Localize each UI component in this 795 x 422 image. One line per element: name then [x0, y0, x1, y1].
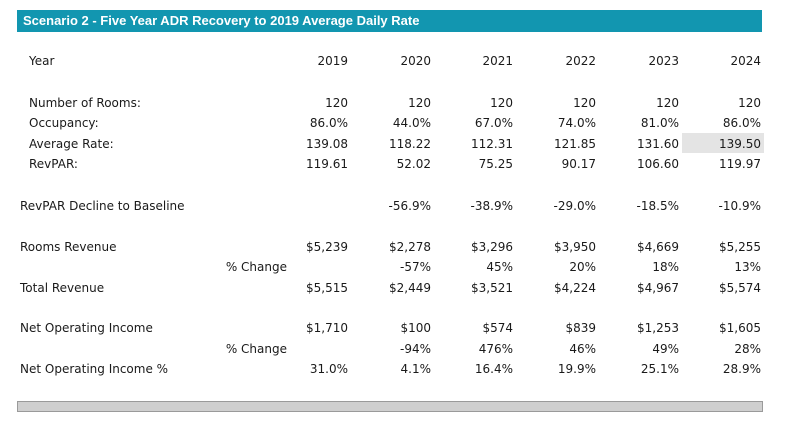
table-cell: 46%	[569, 342, 596, 356]
noi-change-label: % Change	[225, 342, 287, 356]
revpar-label: RevPAR:	[29, 157, 78, 171]
table-cell: 120	[490, 96, 513, 110]
table-cell: 67.0%	[474, 116, 513, 130]
table-cell: -57%	[399, 260, 431, 274]
table-cell: 86.0%	[722, 116, 761, 130]
rooms-label: Number of Rooms:	[29, 96, 141, 110]
table-cell-selected[interactable]: 139.50	[719, 137, 761, 151]
table-cell: $574	[482, 321, 513, 335]
table-cell: $5,255	[719, 240, 761, 254]
total-revenue-label: Total Revenue	[20, 281, 105, 295]
table-cell: $5,239	[306, 240, 348, 254]
year-header-2024: 2024	[730, 54, 761, 68]
table-cell: 81.0%	[640, 116, 679, 130]
table-cell: -94%	[399, 342, 431, 356]
rooms-revenue-change-label: % Change	[225, 260, 287, 274]
table-cell: $3,521	[471, 281, 513, 295]
table-cell: $1,605	[719, 321, 761, 335]
table-cell: 19.9%	[557, 362, 596, 376]
year-header-2023: 2023	[648, 54, 679, 68]
rooms-revenue-label: Rooms Revenue	[20, 240, 117, 254]
table-cell: 106.60	[637, 157, 679, 171]
table-cell: -38.9%	[470, 199, 513, 213]
table-cell: 120	[573, 96, 596, 110]
table-cell: 119.61	[306, 157, 348, 171]
table-cell: 112.31	[471, 137, 513, 151]
occupancy-label: Occupancy:	[29, 116, 99, 130]
year-header-2020: 2020	[400, 54, 431, 68]
table-cell: 90.17	[561, 157, 596, 171]
table-cell: 45%	[486, 260, 513, 274]
table-cell: 121.85	[554, 137, 596, 151]
table-cell: $1,253	[637, 321, 679, 335]
table-cell: 52.02	[396, 157, 431, 171]
noi-pct-label: Net Operating Income %	[20, 362, 169, 376]
noi-label: Net Operating Income	[20, 321, 153, 335]
table-cell: 28%	[734, 342, 761, 356]
table-cell: $5,574	[719, 281, 761, 295]
table-cell: 119.97	[719, 157, 761, 171]
table-cell: $2,278	[389, 240, 431, 254]
year-header-2021: 2021	[482, 54, 513, 68]
table-cell: $4,224	[554, 281, 596, 295]
table-cell: 120	[738, 96, 761, 110]
table-cell: 31.0%	[309, 362, 348, 376]
highlighted-cell-background	[682, 133, 764, 153]
table-cell: 120	[656, 96, 679, 110]
table-cell: $3,950	[554, 240, 596, 254]
table-cell: 44.0%	[392, 116, 431, 130]
revpar-decline-label: RevPAR Decline to Baseline	[20, 199, 185, 213]
table-cell: 49%	[652, 342, 679, 356]
table-cell: -29.0%	[553, 199, 596, 213]
year-header-2022: 2022	[565, 54, 596, 68]
year-header-2019: 2019	[317, 54, 348, 68]
table-cell: 75.25	[478, 157, 513, 171]
table-cell: 131.60	[637, 137, 679, 151]
table-cell: 18%	[652, 260, 679, 274]
table-cell: -10.9%	[718, 199, 761, 213]
table-cell: 139.08	[306, 137, 348, 151]
table-cell: $5,515	[306, 281, 348, 295]
table-cell: $3,296	[471, 240, 513, 254]
table-cell: 118.22	[389, 137, 431, 151]
table-cell: $839	[565, 321, 596, 335]
table-cell: 120	[325, 96, 348, 110]
table-cell: -18.5%	[636, 199, 679, 213]
table-cell: 16.4%	[474, 362, 513, 376]
table-cell: 13%	[734, 260, 761, 274]
table-cell: 20%	[569, 260, 596, 274]
table-cell: $1,710	[306, 321, 348, 335]
table-cell: $100	[400, 321, 431, 335]
table-cell: $2,449	[389, 281, 431, 295]
year-header-label: Year	[29, 54, 55, 68]
average-rate-label: Average Rate:	[29, 137, 114, 151]
horizontal-scrollbar[interactable]	[17, 401, 763, 412]
table-cell: -56.9%	[388, 199, 431, 213]
table-cell: $4,967	[637, 281, 679, 295]
table-cell: 86.0%	[309, 116, 348, 130]
table-cell: $4,669	[637, 240, 679, 254]
table-cell: 120	[408, 96, 431, 110]
table-cell: 476%	[478, 342, 513, 356]
table-cell: 4.1%	[400, 362, 432, 376]
table-cell: 28.9%	[722, 362, 761, 376]
table-title: Scenario 2 - Five Year ADR Recovery to 2…	[17, 10, 762, 32]
table-cell: 74.0%	[557, 116, 596, 130]
table-cell: 25.1%	[640, 362, 679, 376]
